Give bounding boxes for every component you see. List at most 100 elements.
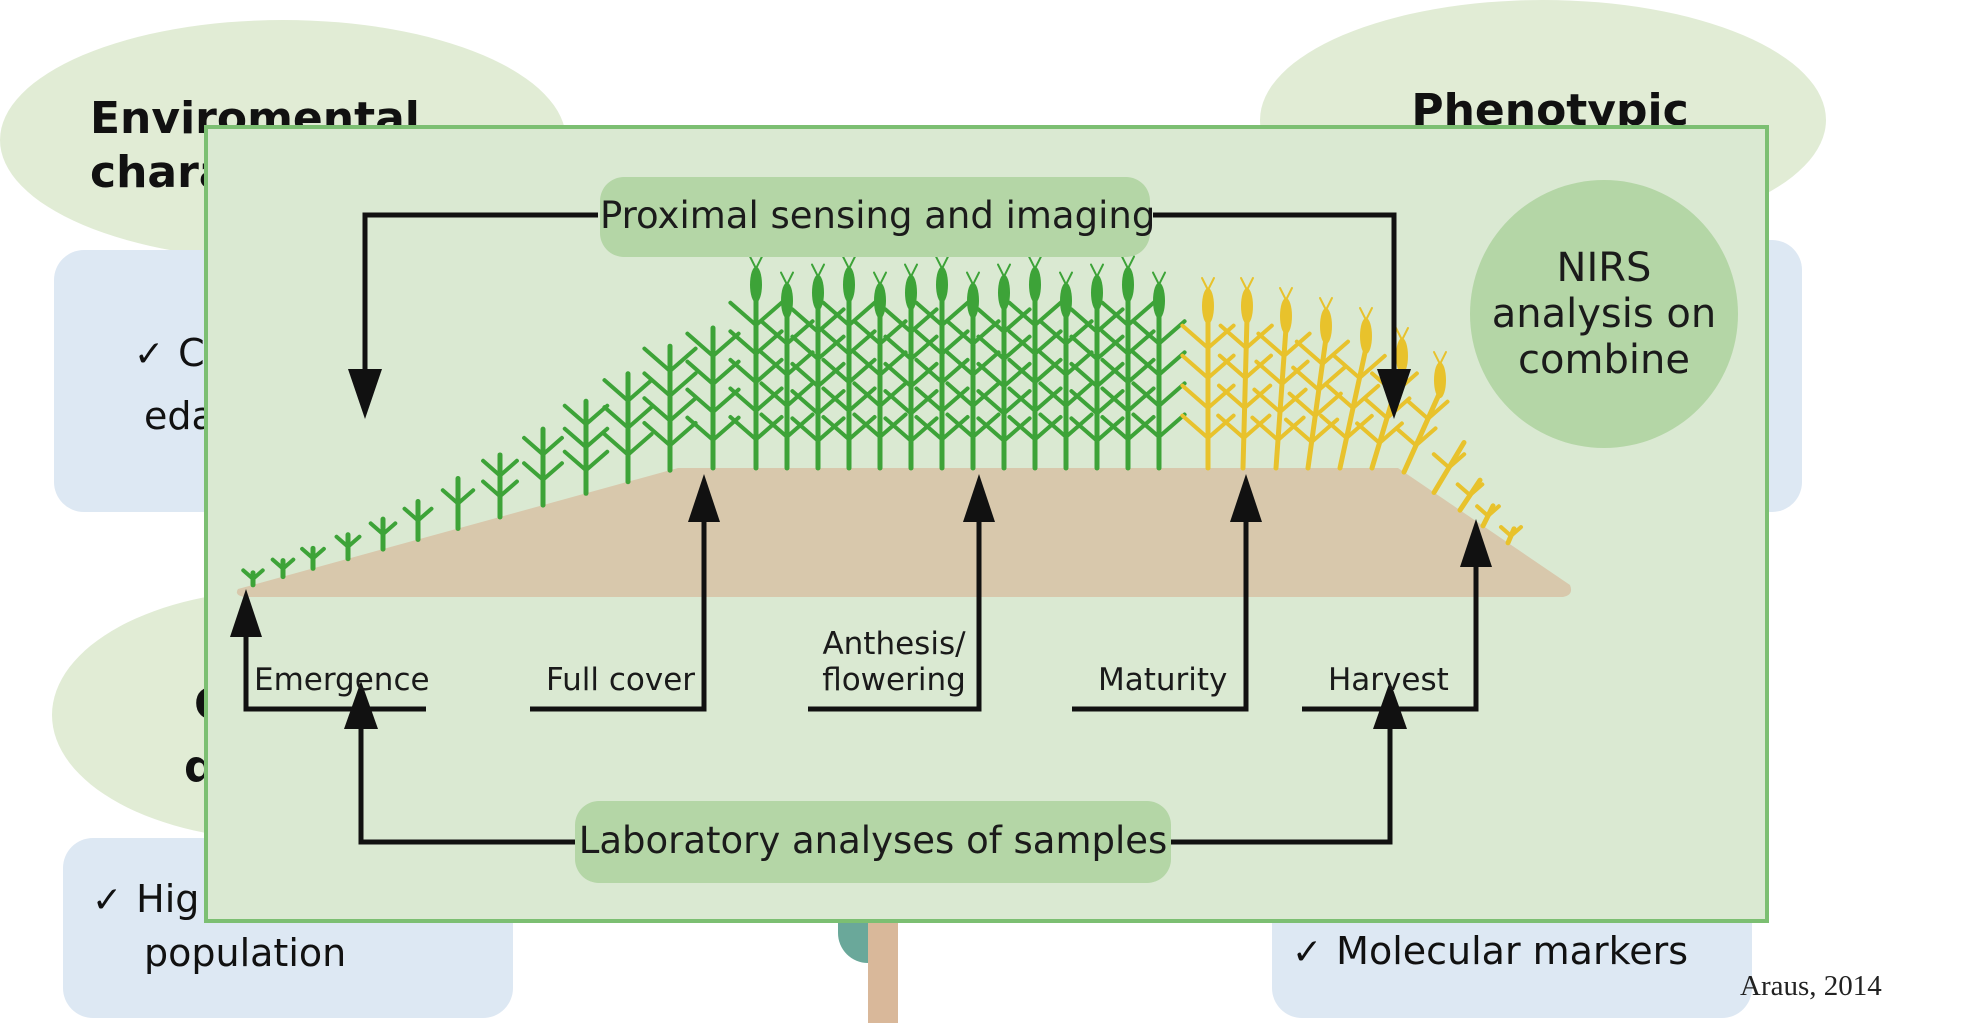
- plant-stroke: [976, 389, 1006, 416]
- plant-stroke: [910, 263, 918, 278]
- plant-stroke: [1217, 353, 1248, 380]
- plant-stroke: [1240, 315, 1250, 471]
- plant-stroke: [1246, 277, 1254, 291]
- plant-stroke: [754, 415, 784, 442]
- plant-stroke: [852, 412, 882, 439]
- plant-stroke: [1069, 334, 1099, 362]
- plant-stroke: [1313, 391, 1343, 418]
- plant-stroke: [1131, 381, 1161, 408]
- mid-left-check: ✓ C: [134, 330, 205, 378]
- plant-stroke: [1069, 416, 1099, 443]
- plant-stroke: [481, 458, 502, 478]
- plant-stroke: [1069, 361, 1099, 389]
- plant-stroke: [626, 432, 654, 457]
- plant-stroke: [883, 361, 913, 389]
- plant-stroke: [909, 307, 939, 334]
- plant-ear: [1360, 318, 1372, 354]
- plant-stroke: [1007, 386, 1037, 413]
- plant-stroke: [904, 263, 912, 278]
- plant-stroke: [728, 357, 758, 385]
- plant-stroke: [728, 300, 758, 328]
- plant-ear: [1029, 266, 1041, 303]
- plant-stroke: [790, 361, 820, 389]
- plant-stroke: [1002, 334, 1032, 362]
- plant-ear: [1280, 298, 1292, 334]
- plant-stroke: [1064, 381, 1094, 408]
- stage-harvest-label: Harvest: [1328, 662, 1449, 698]
- stage-emergence-label: Emergence: [254, 662, 430, 698]
- plant-stroke: [847, 357, 877, 385]
- plant-ear: [1434, 362, 1446, 399]
- plant-stroke: [816, 334, 846, 362]
- crop-cycle-diagram: Proximal sensing and imaging Laboratory …: [204, 125, 1769, 923]
- plant-stroke: [1034, 255, 1042, 270]
- plant-stroke: [972, 271, 980, 286]
- plant-ear: [1241, 288, 1253, 324]
- plant-stroke: [1033, 357, 1063, 385]
- plant-stroke: [1100, 415, 1130, 442]
- plant-stroke: [790, 307, 820, 334]
- plant-stroke: [1007, 357, 1037, 385]
- plant-stroke: [914, 386, 944, 413]
- plant-stroke: [1244, 323, 1274, 350]
- plant-stroke: [251, 568, 265, 581]
- plant-stroke: [817, 263, 825, 278]
- plant-stroke: [790, 389, 820, 416]
- plant-stroke: [481, 479, 502, 499]
- plant-stroke: [1252, 387, 1282, 414]
- plant-stroke: [1003, 263, 1011, 278]
- bottom-right-check: ✓ Molecular markers: [1292, 928, 1688, 976]
- plant-stroke: [1095, 416, 1125, 443]
- bottom-right-text: Molecular markers: [1336, 929, 1689, 973]
- plant-stroke: [642, 371, 672, 398]
- plant-stroke: [626, 378, 654, 403]
- plant-stroke: [1095, 389, 1125, 416]
- plant-stroke: [685, 359, 715, 386]
- plant-stroke: [816, 416, 846, 443]
- plant-stroke: [754, 386, 784, 413]
- plant-stroke: [909, 361, 939, 389]
- plant-stroke: [1278, 387, 1308, 414]
- plant-ear: [750, 266, 762, 303]
- plant-stroke: [1201, 277, 1209, 291]
- diagram-graphics: [230, 212, 1572, 845]
- plant-stroke: [241, 568, 255, 581]
- plant-stroke: [668, 421, 698, 448]
- plant-stroke: [685, 415, 715, 442]
- plant-stroke: [728, 329, 758, 356]
- plant-ear: [1202, 288, 1214, 324]
- proximal-sensing-label: Proximal sensing and imaging: [600, 177, 1155, 257]
- plant-stroke: [1294, 339, 1325, 366]
- stage-maturity-label: Maturity: [1098, 662, 1228, 698]
- plant-stroke: [821, 357, 851, 385]
- plant-stroke: [1320, 339, 1350, 366]
- plant-stroke: [334, 534, 350, 549]
- plant-stroke: [852, 350, 882, 377]
- laboratory-analyses-text: Laboratory analyses of samples: [578, 819, 1168, 862]
- plant-stroke: [1276, 415, 1306, 442]
- plant-stroke: [1241, 413, 1272, 440]
- arrow-head-up-right: [1373, 681, 1407, 729]
- plant-stroke: [281, 557, 296, 571]
- stage-maturity: Maturity: [1098, 662, 1227, 698]
- plant-stroke: [1332, 353, 1362, 380]
- plant-stroke: [1100, 357, 1130, 385]
- plant-stroke: [1157, 381, 1187, 408]
- plant-stroke: [914, 415, 944, 442]
- plant-stroke: [971, 350, 1001, 377]
- plant-stroke: [602, 378, 630, 403]
- plant-stroke: [381, 521, 398, 537]
- plant-stroke: [1131, 412, 1161, 439]
- plant-stroke: [879, 271, 887, 286]
- plant-stroke: [1355, 421, 1382, 445]
- plant-stroke: [914, 329, 944, 356]
- plant-stroke: [945, 350, 975, 377]
- plant-stroke: [1180, 323, 1210, 350]
- plant-stroke: [584, 426, 610, 450]
- plant-stroke: [1002, 389, 1032, 416]
- plant-stroke: [562, 449, 588, 473]
- bottom-left-text-line2: population: [144, 931, 347, 975]
- plant-stroke: [1362, 396, 1389, 420]
- stage-full-cover: Full cover: [546, 662, 695, 698]
- plant-ear: [1122, 266, 1134, 303]
